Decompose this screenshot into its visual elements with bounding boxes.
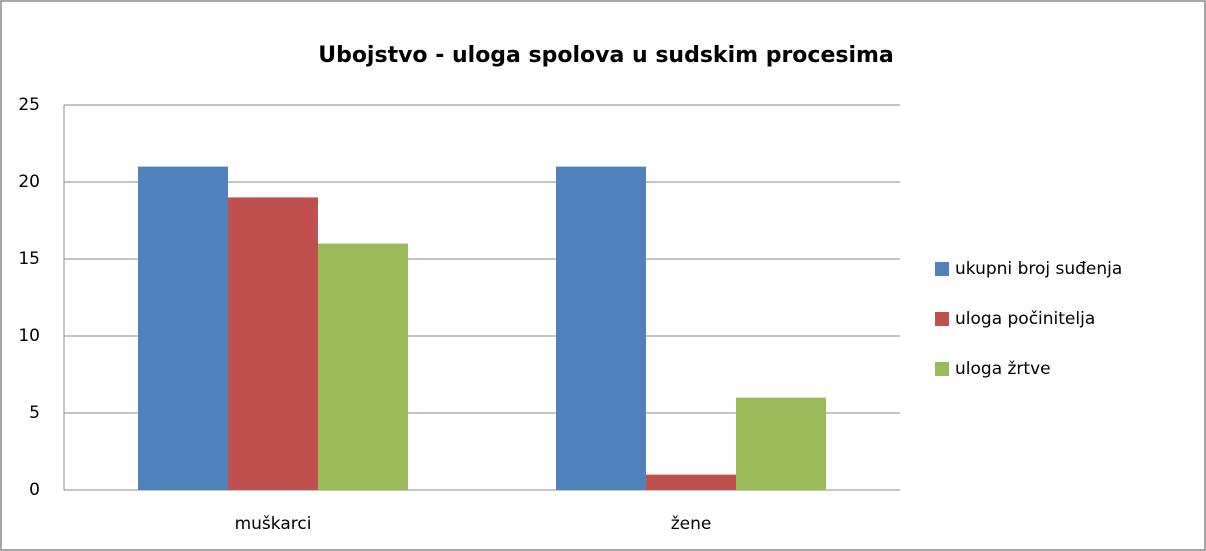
y-tick-label: 15 <box>18 249 40 269</box>
bar <box>556 166 646 490</box>
y-tick-label: 20 <box>18 172 40 192</box>
y-tick-label: 25 <box>18 95 40 115</box>
legend-label: ukupni broj suđenja <box>955 259 1122 279</box>
legend-swatch <box>935 262 949 276</box>
y-tick-label: 0 <box>29 480 40 500</box>
bar <box>228 197 318 490</box>
legend-swatch <box>935 362 949 376</box>
y-tick-label: 10 <box>18 326 40 346</box>
bar <box>138 166 228 490</box>
legend-swatch <box>935 312 949 326</box>
y-tick-label: 5 <box>29 403 40 423</box>
legend-label: uloga žrtve <box>955 359 1051 379</box>
chart-title: Ubojstvo - uloga spolova u sudskim proce… <box>318 43 894 68</box>
bar <box>646 474 736 490</box>
x-tick-label: muškarci <box>235 514 312 534</box>
bar <box>736 397 826 490</box>
x-tick-label: žene <box>671 514 712 534</box>
bar <box>318 243 408 490</box>
legend-label: uloga počinitelja <box>955 309 1095 329</box>
